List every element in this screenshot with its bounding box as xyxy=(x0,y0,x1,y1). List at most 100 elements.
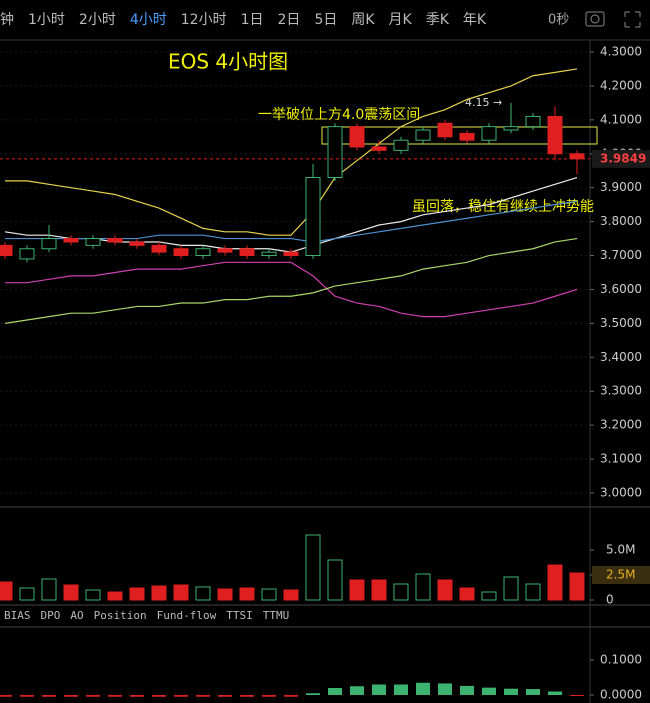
indicator-bar xyxy=(152,695,166,697)
candle-body xyxy=(547,115,563,155)
indicator-tab[interactable]: BIAS xyxy=(4,609,31,622)
candle-body xyxy=(503,126,519,131)
volume-bar xyxy=(261,588,277,601)
last-price-label: 3.9849 xyxy=(600,151,646,165)
indicator-tab[interactable]: DPO xyxy=(41,609,61,622)
volume-bar xyxy=(217,588,233,601)
tab[interactable]: 季K xyxy=(426,12,450,28)
y-tick-label: 4.2000 xyxy=(600,78,642,92)
tab[interactable]: 5日 xyxy=(314,12,337,28)
volume-bar xyxy=(239,587,255,601)
y-tick-label: 3.9000 xyxy=(600,180,642,194)
indicator-tab[interactable]: Position xyxy=(94,609,147,622)
volume-bar xyxy=(107,591,123,601)
y-tick-label: 4.1000 xyxy=(600,112,642,126)
volume-bar xyxy=(481,591,497,601)
indicator-bar xyxy=(262,695,276,697)
y-tick-label: 4.3000 xyxy=(600,45,642,59)
candle-body xyxy=(327,126,343,179)
y-tick-label: 3.4000 xyxy=(600,350,642,364)
indicator-bar xyxy=(20,695,34,697)
candle-body xyxy=(437,122,453,138)
indicator-line xyxy=(5,261,578,318)
volume-bar xyxy=(503,576,519,601)
candle-body xyxy=(107,238,123,243)
indicator-bar xyxy=(548,691,562,695)
candle-body xyxy=(151,244,167,253)
y-tick-label: 3.6000 xyxy=(600,282,642,296)
indicator-bar xyxy=(196,695,210,697)
indicator-bar xyxy=(394,684,408,695)
tab[interactable]: 2小时 xyxy=(79,12,116,28)
v-tick-label: 2.5M xyxy=(606,568,635,582)
indicator-tab[interactable]: Fund-flow xyxy=(157,609,217,622)
y-tick-label: 3.5000 xyxy=(600,316,642,330)
indicator-bar xyxy=(86,695,100,697)
timer: 0秒 xyxy=(548,13,569,28)
candle-body xyxy=(63,238,79,243)
tab[interactable]: 年K xyxy=(463,12,487,28)
candle-body xyxy=(349,126,365,148)
volume-bar xyxy=(0,581,13,601)
indicator-bar xyxy=(64,695,78,697)
indicator-bar xyxy=(284,695,298,697)
indicator-tab[interactable]: AO xyxy=(70,609,83,622)
y-tick-label: 3.3000 xyxy=(600,384,642,398)
candle-body xyxy=(459,132,475,141)
candle-body xyxy=(239,248,255,257)
range-box xyxy=(321,126,598,145)
indicator-tab[interactable]: TTMU xyxy=(263,609,290,622)
tab[interactable]: 钟 xyxy=(0,11,14,28)
candle-body xyxy=(393,139,409,151)
chart-title: EOS 4小时图 xyxy=(168,50,288,74)
v-tick-label: 5.0M xyxy=(606,543,635,557)
v-tick-label: 0 xyxy=(606,593,614,607)
candle-body xyxy=(415,129,431,141)
tab[interactable]: 1小时 xyxy=(28,12,65,28)
tab[interactable]: 月K xyxy=(389,12,413,28)
volume-bar xyxy=(569,572,585,601)
indicator-bar xyxy=(218,695,232,697)
candle-body xyxy=(173,248,189,257)
candle-body xyxy=(481,126,497,141)
indicator-bar xyxy=(108,695,122,697)
candle-body xyxy=(371,146,387,151)
indicator-tab[interactable]: TTSI xyxy=(226,609,253,622)
candle-body xyxy=(217,248,233,253)
fullscreen-icon[interactable] xyxy=(624,11,641,28)
tab[interactable]: 12小时 xyxy=(181,12,227,28)
indicator-bar xyxy=(0,695,12,697)
indicator-bar xyxy=(328,688,342,695)
indicator-bar xyxy=(372,684,386,695)
indicator-bar xyxy=(240,695,254,697)
tab[interactable]: 周K xyxy=(351,12,375,28)
candle-body xyxy=(525,115,541,128)
tab[interactable]: 2日 xyxy=(278,12,301,28)
volume-bar xyxy=(85,589,101,601)
tab[interactable]: 1日 xyxy=(241,12,264,28)
indicator-bar xyxy=(438,683,452,695)
candle-body xyxy=(305,177,321,257)
volume-bar xyxy=(63,584,79,601)
indicator-bar xyxy=(504,688,518,695)
volume-bar xyxy=(195,586,211,601)
tab[interactable]: 4小时 xyxy=(130,12,167,28)
indicator-line xyxy=(5,68,578,236)
candle-body xyxy=(19,248,35,260)
volume-bar xyxy=(305,534,321,601)
camera-icon[interactable] xyxy=(585,11,605,27)
volume-bar xyxy=(437,579,453,601)
indicator-bar xyxy=(416,682,430,695)
volume-bar xyxy=(129,587,145,601)
y-tick-label: 3.7000 xyxy=(600,248,642,262)
candle-body xyxy=(85,238,101,246)
indicator-bar xyxy=(482,687,496,695)
indicator-bar xyxy=(350,686,364,695)
indicator-bar xyxy=(130,695,144,697)
last-price-tag xyxy=(592,149,650,168)
indicator-bar xyxy=(570,695,584,696)
volume-bar xyxy=(459,587,475,601)
indicator-line xyxy=(4,237,578,324)
volume-bar xyxy=(41,578,57,601)
